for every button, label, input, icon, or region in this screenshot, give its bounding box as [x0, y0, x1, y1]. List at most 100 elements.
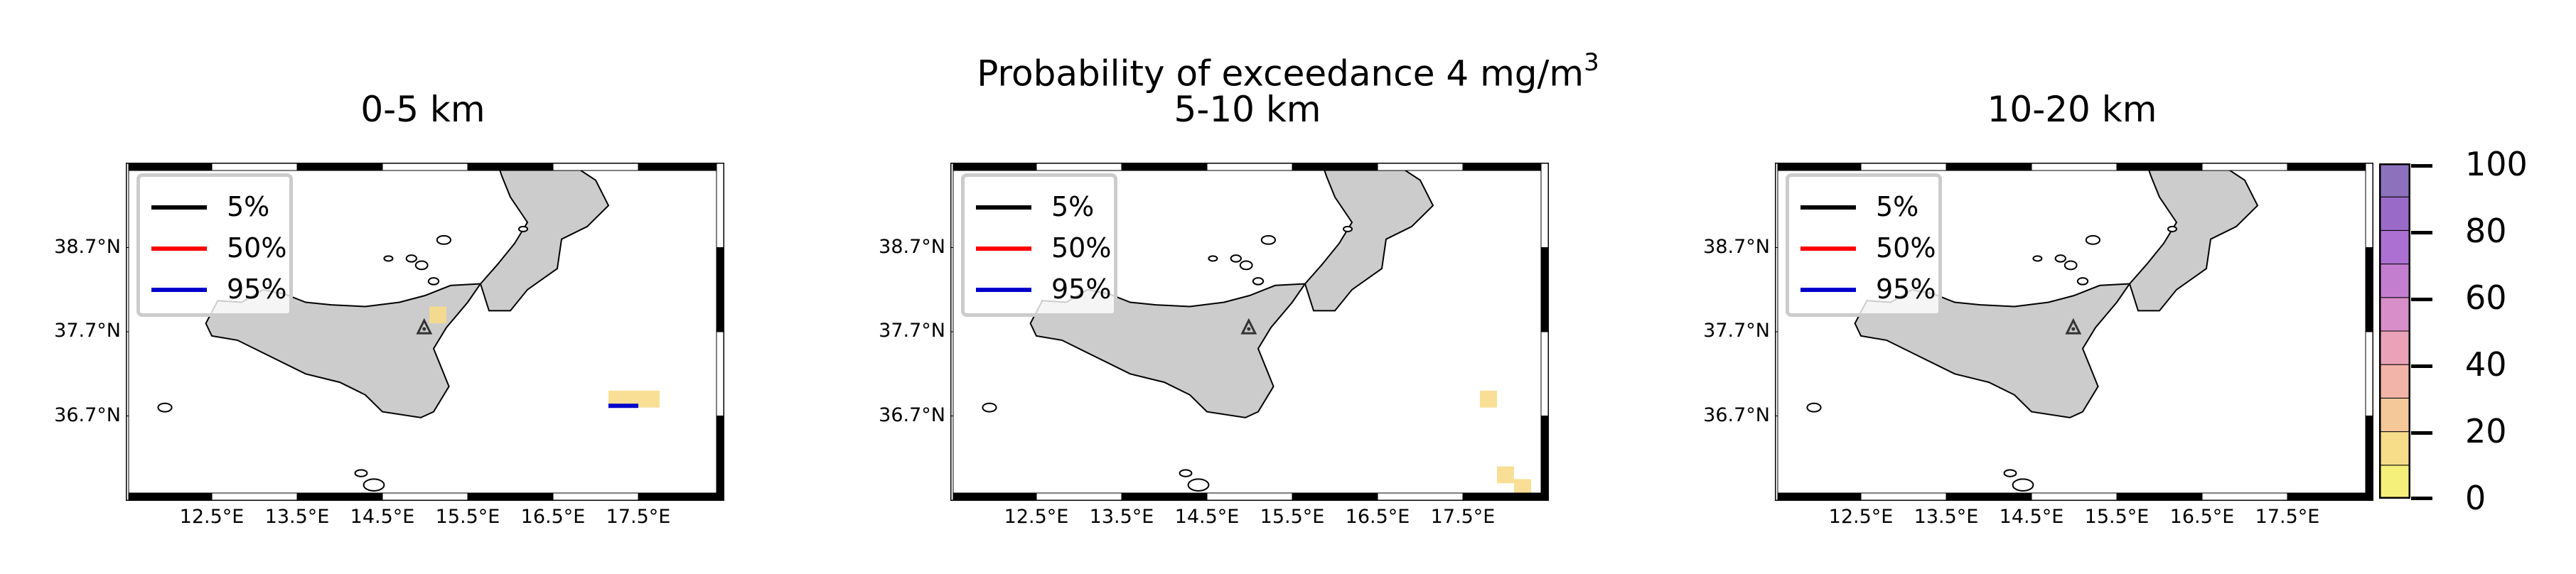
lat-tick-label: 38.7°N: [1703, 235, 1770, 258]
frame-segment: [1946, 492, 2032, 501]
island: [354, 469, 368, 477]
volcano-vent: [1247, 327, 1251, 331]
colorbar-tick-100: [2411, 164, 2432, 168]
colorbar-segment: [2379, 196, 2410, 231]
frame-segment: [1540, 416, 1549, 501]
island: [1230, 254, 1242, 263]
colorbar-tick-80: [2411, 231, 2432, 234]
colorbar-tick-40: [2411, 364, 2432, 368]
lon-tick-label: 12.5°E: [179, 506, 245, 528]
probability-cell: [429, 306, 446, 324]
map-panel-0-5km: 5% 50% 95%: [126, 163, 724, 501]
frame-segment: [1540, 331, 1549, 416]
frame-segment: [1206, 492, 1293, 501]
frame-segment: [638, 492, 724, 501]
lon-tick-label: 15.5°E: [1260, 506, 1325, 528]
colorbar: [2379, 163, 2410, 499]
colorbar-segment: [2379, 297, 2410, 332]
frame-segment: [1377, 163, 1464, 171]
panel-title-10-20km: 10-20 km: [1987, 89, 2157, 130]
lat-tick-label: 37.7°N: [54, 320, 121, 342]
legend-item-50: 50%: [151, 228, 294, 268]
island: [363, 478, 385, 492]
island: [1343, 225, 1353, 232]
probability-cell: [1497, 466, 1514, 484]
frame-segment: [2201, 492, 2288, 501]
frame-segment: [126, 416, 129, 501]
island: [157, 402, 173, 413]
island: [2003, 469, 2017, 477]
frame-segment: [950, 247, 954, 332]
island: [1187, 478, 1210, 492]
frame-segment: [126, 247, 129, 332]
frame-segment: [1540, 163, 1549, 248]
lon-tick-label: 15.5°E: [2084, 506, 2150, 528]
frame-segment: [638, 163, 724, 171]
frame-segment: [1775, 163, 1778, 248]
frame-segment: [1462, 163, 1549, 171]
frame-segment: [950, 163, 954, 248]
frame-segment: [2365, 163, 2373, 248]
lon-tick-label: 17.5°E: [606, 506, 671, 528]
map-svg: [1775, 163, 2373, 501]
legend-item-5: 5%: [976, 187, 1118, 227]
legend: 5% 50% 95%: [961, 173, 1117, 317]
frame-segment: [1377, 492, 1464, 501]
frame-segment: [1121, 492, 1208, 501]
frame-segment: [382, 492, 468, 501]
frame-segment: [2201, 163, 2288, 171]
frame-segment: [2116, 492, 2203, 501]
frame-segment: [126, 331, 129, 416]
frame-segment: [1775, 492, 1862, 501]
colorbar-segment: [2379, 330, 2410, 365]
colorbar-tick-20: [2411, 431, 2432, 435]
frame-segment: [1206, 163, 1293, 171]
lon-tick-label: 14.5°E: [350, 506, 415, 528]
island: [427, 277, 440, 286]
probability-cell: [608, 390, 626, 408]
colorbar-segment: [2379, 431, 2410, 466]
frame-segment: [1292, 163, 1378, 171]
lat-tick-label: 38.7°N: [879, 235, 945, 258]
frame-segment: [1121, 163, 1208, 171]
legend: 5% 50% 95%: [1786, 173, 1942, 317]
frame-segment: [950, 163, 1037, 171]
lon-tick-label: 17.5°E: [2255, 506, 2320, 528]
lon-tick-label: 17.5°E: [1430, 506, 1496, 528]
frame-segment: [296, 163, 383, 171]
frame-segment: [716, 331, 724, 416]
lon-tick-label: 16.5°E: [520, 506, 586, 528]
lon-tick-label: 16.5°E: [1345, 506, 1410, 528]
island: [2167, 225, 2177, 232]
frame-segment: [1036, 163, 1122, 171]
frame-segment: [552, 163, 639, 171]
probability-cell: [643, 390, 660, 408]
colorbar-segment: [2379, 264, 2410, 298]
colorbar-tick-0: [2411, 497, 2432, 500]
colorbar-segment: [2379, 465, 2410, 499]
lon-tick-label: 16.5°E: [2169, 506, 2235, 528]
volcano-marker: [2065, 318, 2082, 335]
frame-segment: [1860, 492, 1947, 501]
frame-segment: [126, 163, 129, 248]
frame-segment: [2287, 163, 2373, 171]
island: [1252, 277, 1265, 286]
frame-segment: [211, 163, 298, 171]
lat-tick-label: 36.7°N: [54, 404, 121, 426]
volcano-vent: [2071, 327, 2076, 331]
frame-segment: [1292, 492, 1378, 501]
frame-segment: [2031, 492, 2118, 501]
frame-segment: [716, 163, 724, 248]
colorbar-label-40: 40: [2465, 345, 2507, 384]
frame-segment: [950, 492, 1037, 501]
island: [383, 255, 394, 262]
colorbar-label-100: 100: [2465, 145, 2528, 183]
legend-item-50: 50%: [1800, 228, 1943, 268]
island: [2064, 260, 2078, 271]
legend-item-95: 95%: [151, 269, 294, 309]
colorbar-label-20: 20: [2465, 412, 2507, 450]
frame-segment: [126, 492, 213, 501]
map-panel-10-20km: 5% 50% 95%: [1775, 163, 2373, 501]
frame-segment: [1946, 163, 2032, 171]
